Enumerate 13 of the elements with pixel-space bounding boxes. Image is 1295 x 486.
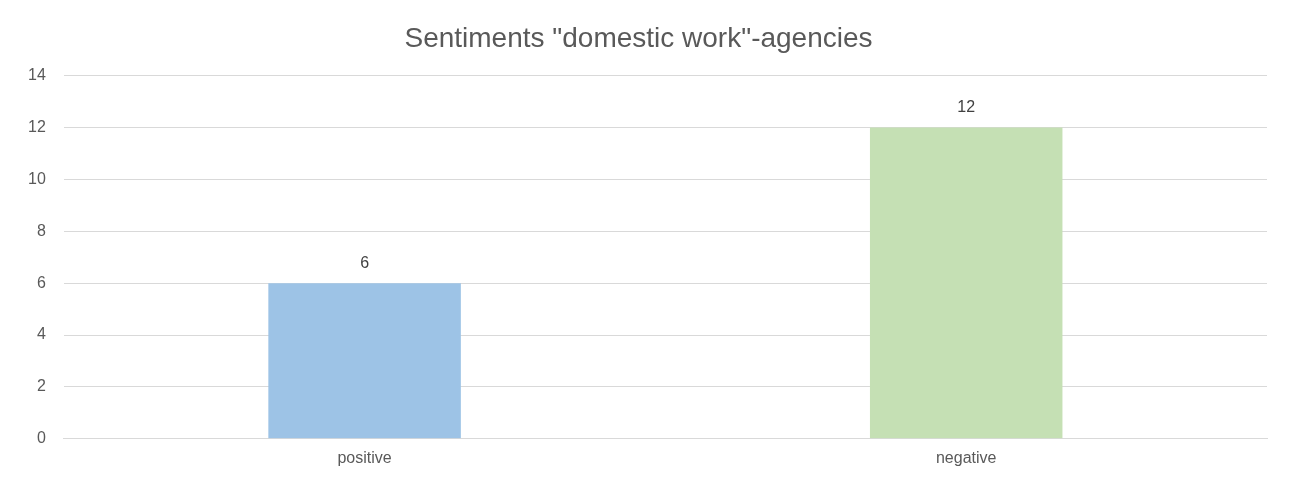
chart-title: Sentiments "domestic work"-agencies [404, 21, 873, 53]
y-tick-label: 0 [36, 429, 46, 447]
data-label: 12 [957, 97, 976, 115]
x-tick-label: negative [935, 448, 997, 466]
y-tick-label: 2 [36, 377, 46, 395]
y-tick-label: 10 [28, 169, 46, 187]
y-tick-label: 6 [36, 273, 46, 291]
y-tick-label: 14 [28, 66, 46, 84]
y-tick-label: 4 [36, 325, 46, 343]
y-tick-label: 12 [28, 117, 46, 135]
y-tick-label: 8 [36, 221, 46, 239]
data-label: 6 [360, 253, 370, 271]
x-tick-label: positive [337, 448, 392, 466]
